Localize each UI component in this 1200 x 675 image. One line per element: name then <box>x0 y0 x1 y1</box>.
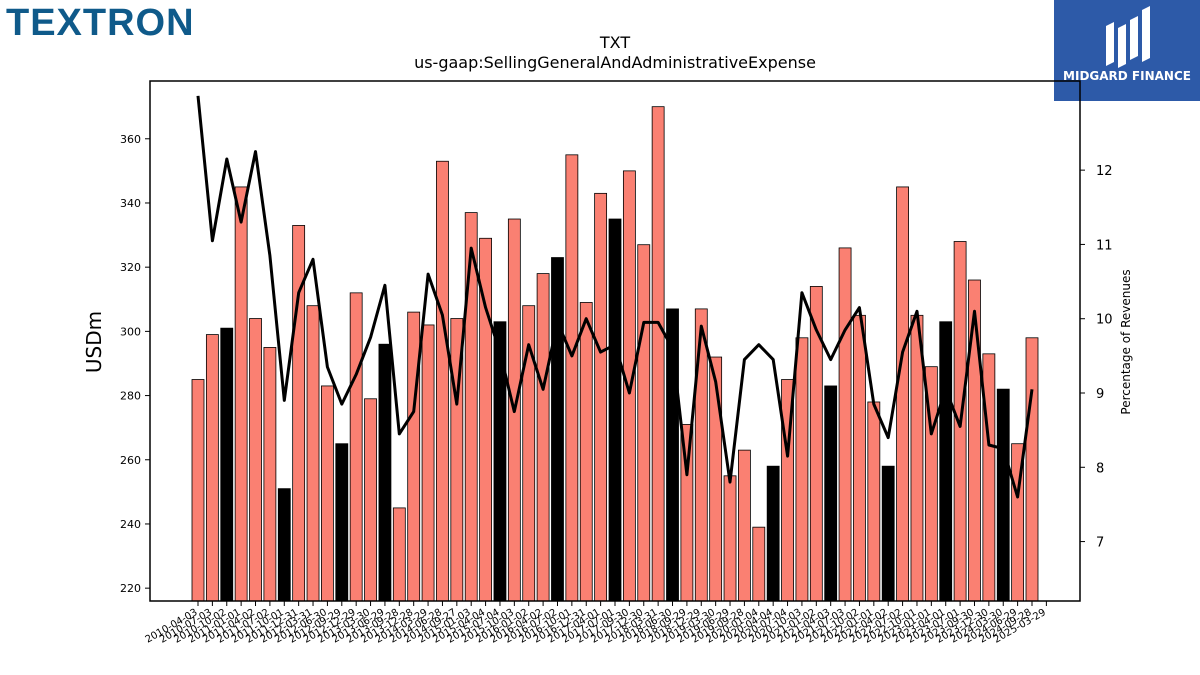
bar-2019-06-29 <box>723 475 737 602</box>
bar-2017-12-30 <box>637 244 651 602</box>
bar-2016-04-02 <box>536 273 550 602</box>
y-tick-label: 240 <box>120 518 141 531</box>
bar-2023-04-01 <box>939 321 953 602</box>
bar-2012-12-29 <box>349 292 363 602</box>
bar-2011-07-02 <box>263 347 277 602</box>
bar-2016-12-31 <box>579 302 593 602</box>
bar-2017-07-01 <box>608 218 622 602</box>
bar-2013-06-29 <box>378 343 392 602</box>
y-tick-label: 220 <box>120 582 141 595</box>
chart-title: TXT <box>599 33 630 52</box>
bar-2020-01-04 <box>752 526 766 602</box>
bar-2023-09-30 <box>968 279 981 602</box>
brand-logo: TEXTRON <box>6 2 195 44</box>
bar-2024-09-28 <box>1025 337 1039 602</box>
y2-tick-label: 11 <box>1096 238 1113 253</box>
midgard-logo-icon <box>1106 6 1150 68</box>
x-axis: 2010-04-032010-07-032010-10-022011-01-01… <box>144 601 1048 646</box>
y-axis-label: USDm <box>82 311 106 373</box>
bar-2016-10-01 <box>565 154 579 602</box>
bar-2013-09-28 <box>392 507 406 602</box>
y-tick-label: 260 <box>120 454 141 467</box>
bar-2010-04-03 <box>191 379 205 602</box>
chart-subtitle: us-gaap:SellingGeneralAndAdministrativeE… <box>414 53 816 72</box>
y-axis-right: 7 8 9 10 11 12 <box>1080 164 1113 551</box>
y2-tick-label: 10 <box>1096 313 1113 328</box>
bar-series <box>191 106 1039 602</box>
badge-text: MIDGARD FINANCE <box>1063 69 1191 83</box>
percentage-line <box>196 95 1034 499</box>
bar-2018-03-31 <box>651 106 665 602</box>
bar-2010-07-03 <box>205 334 219 602</box>
bar-2011-10-01 <box>277 488 291 602</box>
bar-2022-01-01 <box>867 401 881 602</box>
y-axis-left: 220 240 260 280 300 320 340 360 <box>120 133 150 595</box>
y2-tick-label: 9 <box>1096 387 1104 402</box>
y-tick-label: 320 <box>120 261 141 274</box>
bar-2012-06-30 <box>321 385 334 602</box>
y2-axis-label: Percentage of Revenues <box>1119 269 1133 414</box>
y2-tick-label: 12 <box>1096 164 1113 179</box>
y2-tick-label: 8 <box>1096 461 1104 476</box>
bar-2010-10-02 <box>220 327 234 602</box>
bar-2023-12-30 <box>982 353 996 602</box>
bar-2011-04-02 <box>249 318 262 602</box>
bar-2013-12-28 <box>407 311 421 602</box>
bar-2020-04-04 <box>766 465 780 602</box>
y-tick-label: 360 <box>120 133 141 146</box>
bar-2016-07-02 <box>551 257 564 602</box>
bar-2012-03-31 <box>306 305 320 602</box>
bar-2021-07-03 <box>838 247 852 602</box>
y-tick-label: 340 <box>120 197 141 210</box>
bar-2013-03-30 <box>364 398 377 602</box>
bar-2020-10-03 <box>795 337 809 602</box>
bar-2024-03-30 <box>996 388 1010 602</box>
bar-2019-03-30 <box>709 356 723 602</box>
bar-2022-04-02 <box>881 465 895 602</box>
y2-tick-label: 7 <box>1096 536 1104 551</box>
bar-2021-04-03 <box>824 385 838 602</box>
bar-2022-07-02 <box>896 186 909 602</box>
bar-2014-06-28 <box>436 160 449 602</box>
y-tick-label: 300 <box>120 325 141 338</box>
bar-2011-01-01 <box>234 186 248 602</box>
bar-2012-09-29 <box>335 443 349 602</box>
bar-2017-04-01 <box>594 192 608 602</box>
y-tick-label: 280 <box>120 390 141 403</box>
bar-2021-10-02 <box>853 314 866 602</box>
bar-2014-03-29 <box>421 324 435 602</box>
midgard-finance-badge: MIDGARD FINANCE <box>1054 0 1200 101</box>
bar-2021-01-02 <box>809 286 823 602</box>
bar-2019-09-28 <box>738 449 751 602</box>
bar-2018-12-29 <box>694 308 708 602</box>
